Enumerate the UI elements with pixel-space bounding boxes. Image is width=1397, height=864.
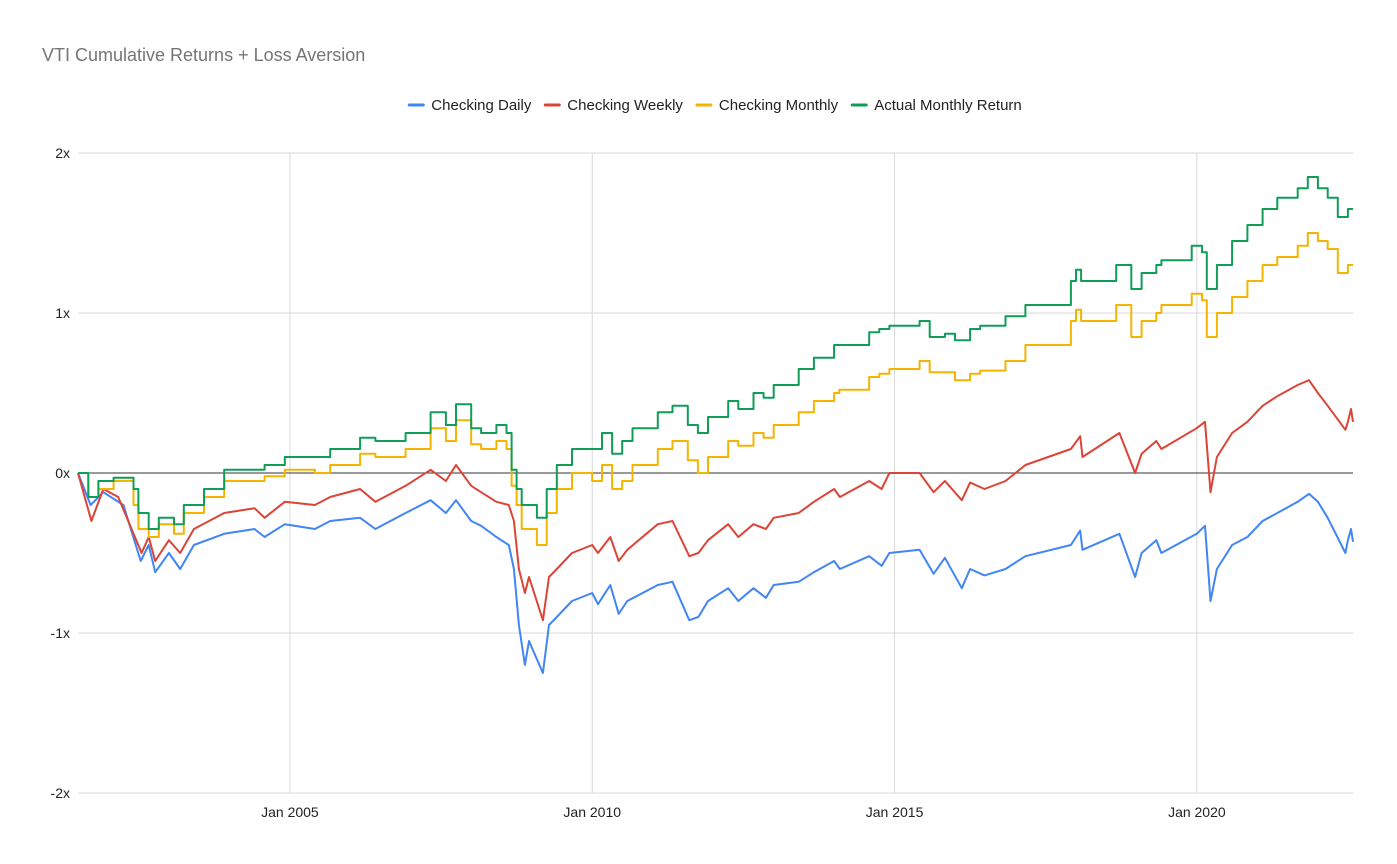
y-tick-label: -1x bbox=[51, 625, 70, 641]
legend-item: Actual Monthly Return bbox=[850, 97, 1022, 114]
x-tick-label: Jan 2015 bbox=[866, 804, 924, 820]
x-tick-label: Jan 2010 bbox=[563, 804, 621, 820]
y-tick-label: 2x bbox=[55, 145, 70, 161]
legend-item: Checking Monthly bbox=[695, 97, 839, 114]
y-axis: -2x -1x 0x 1x 2x bbox=[51, 145, 70, 801]
chart-title: VTI Cumulative Returns + Loss Aversion bbox=[42, 45, 365, 65]
y-tick-label: -2x bbox=[51, 785, 70, 801]
y-tick-label: 0x bbox=[55, 465, 70, 481]
legend-label: Checking Weekly bbox=[567, 97, 683, 114]
series-line bbox=[77, 472, 1354, 674]
legend-label: Checking Monthly bbox=[719, 97, 839, 114]
series-line bbox=[77, 379, 1354, 622]
x-tick-label: Jan 2005 bbox=[261, 804, 319, 820]
x-tick-label: Jan 2020 bbox=[1168, 804, 1226, 820]
series-line bbox=[78, 232, 1353, 546]
series-line bbox=[78, 176, 1353, 530]
grid bbox=[78, 152, 1353, 794]
series-lines bbox=[77, 176, 1354, 674]
legend-item: Checking Daily bbox=[407, 97, 532, 114]
legend: Checking Daily Checking Weekly Checking Mo… bbox=[407, 97, 1022, 114]
y-tick-label: 1x bbox=[55, 305, 70, 321]
legend-label: Checking Daily bbox=[431, 97, 532, 114]
legend-label: Actual Monthly Return bbox=[874, 97, 1022, 114]
legend-item: Checking Weekly bbox=[543, 97, 683, 114]
x-axis: Jan 2005 Jan 2010 Jan 2015 Jan 2020 bbox=[261, 804, 1226, 820]
